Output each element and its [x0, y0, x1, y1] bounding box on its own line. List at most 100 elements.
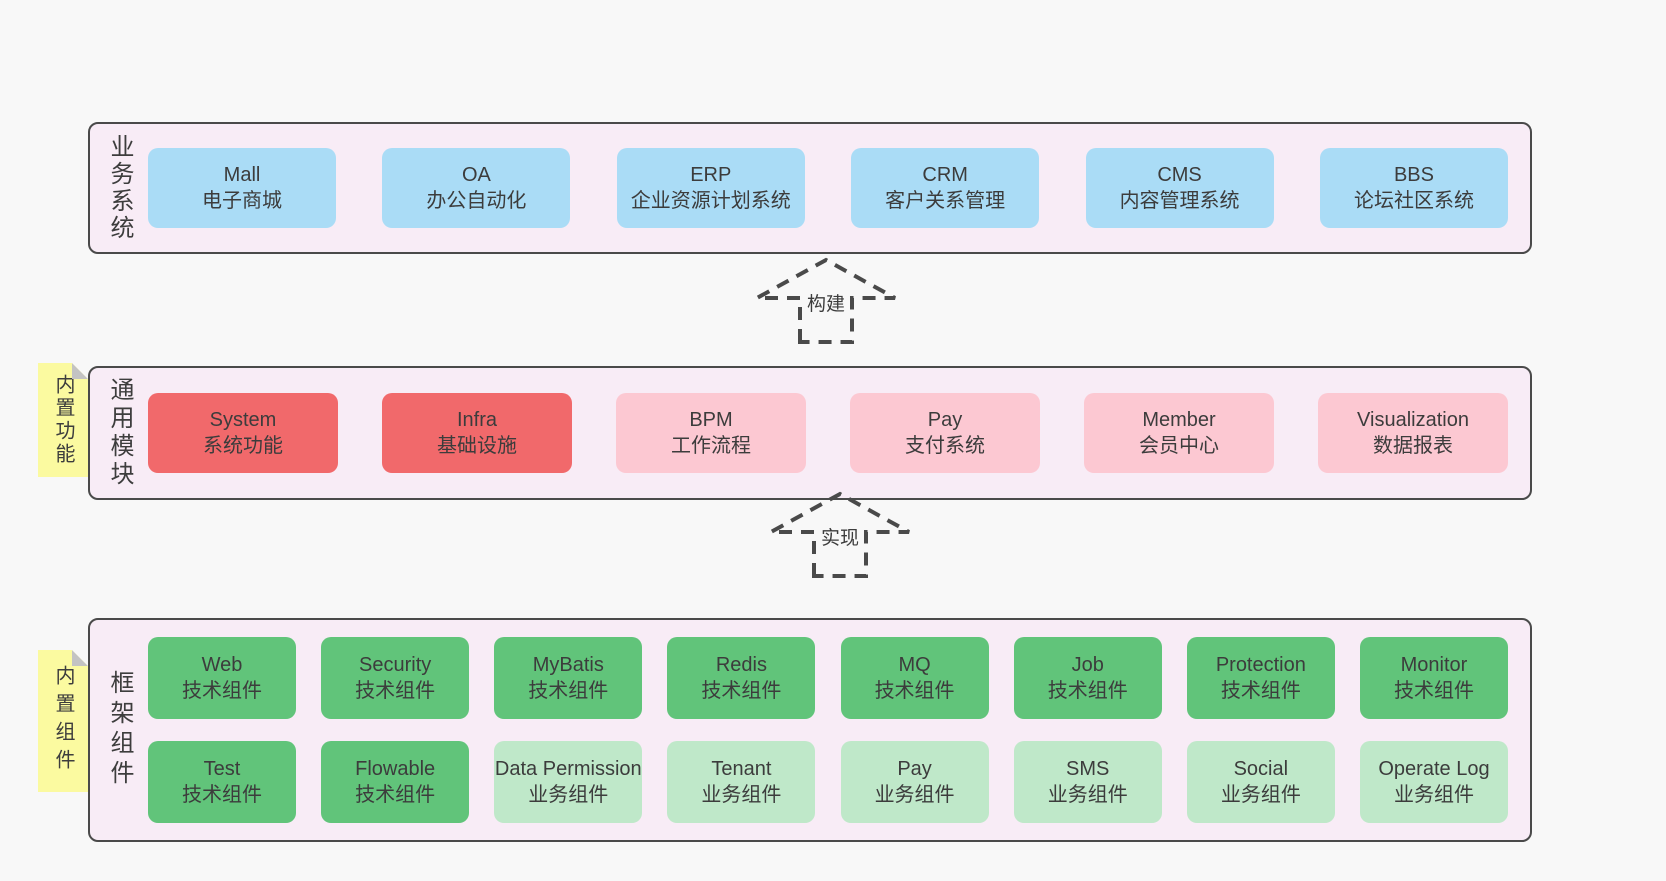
box-subtitle: 业务组件	[1047, 784, 1128, 806]
box-security: Security 技术组件	[321, 637, 470, 719]
box-subtitle: 技术组件	[182, 680, 262, 702]
box-subtitle: 业务组件	[874, 784, 955, 806]
box-title: SMS	[1066, 758, 1110, 780]
arrow-up-icon	[770, 491, 910, 578]
panel-framework-components: 框架组件 Web 技术组件 Security 技术组件 MyBatis 技术组件…	[88, 618, 1532, 842]
box-subtitle: 业务组件	[1393, 784, 1474, 806]
box-title: MyBatis	[532, 654, 604, 676]
box-title: Infra	[456, 409, 498, 431]
box-infra: Infra 基础设施	[382, 393, 572, 473]
box-subtitle: 内容管理系统	[1119, 190, 1240, 212]
box-subtitle: 业务组件	[701, 784, 782, 806]
panel-label-column: 业务系统	[90, 124, 148, 252]
framework-row-1: Web 技术组件 Security 技术组件 MyBatis 技术组件 Redi…	[148, 637, 1508, 719]
box-crm: CRM 客户关系管理	[851, 148, 1040, 228]
panel-label-column: 通用模块	[90, 368, 148, 498]
box-subtitle: 企业资源计划系统	[630, 190, 791, 212]
box-mq: MQ 技术组件	[840, 637, 989, 719]
folded-corner-icon	[72, 650, 88, 666]
box-subtitle: 办公自动化	[426, 190, 527, 212]
box-subtitle: 会员中心	[1139, 435, 1219, 457]
box-title: Protection	[1215, 654, 1306, 676]
box-title: CMS	[1157, 164, 1202, 186]
box-subtitle: 支付系统	[905, 435, 985, 457]
box-title: Test	[203, 758, 241, 780]
box-bpm: BPM 工作流程	[616, 393, 806, 473]
framework-row-2: Test 技术组件 Flowable 技术组件 Data Permission …	[148, 741, 1508, 823]
panel-label-column: 框架组件	[90, 620, 148, 840]
panel-business-systems: 业务系统 Mall 电子商城 OA 办公自动化 ERP 企业资源计划系统 CRM…	[88, 122, 1532, 254]
box-subtitle: 技术组件	[701, 680, 782, 702]
box-subtitle: 技术组件	[874, 680, 955, 702]
box-title: Tenant	[711, 758, 772, 780]
box-member: Member 会员中心	[1084, 393, 1274, 473]
box-cms: CMS 内容管理系统	[1085, 148, 1274, 228]
box-sms: SMS 业务组件	[1013, 741, 1162, 823]
box-pay: Pay 支付系统	[850, 393, 1040, 473]
folded-corner-icon	[72, 363, 88, 379]
box-title: Monitor	[1400, 654, 1468, 676]
box-title: ERP	[690, 164, 732, 186]
box-mall: Mall 电子商城	[148, 148, 336, 228]
panel-content: Web 技术组件 Security 技术组件 MyBatis 技术组件 Redi…	[148, 620, 1530, 840]
box-subtitle: 系统功能	[203, 435, 283, 457]
box-subtitle: 技术组件	[355, 680, 436, 702]
box-subtitle: 技术组件	[1047, 680, 1128, 702]
panel-title: 业务系统	[106, 134, 133, 242]
panel-common-modules: 通用模块 System 系统功能 Infra 基础设施 BPM 工作流程 Pay…	[88, 366, 1532, 500]
box-title: BBS	[1393, 164, 1434, 186]
box-protection: Protection 技术组件	[1186, 637, 1335, 719]
box-test: Test 技术组件	[148, 741, 296, 823]
box-web: Web 技术组件	[148, 637, 296, 719]
sticky-note-built-in-components: 内置组件	[38, 650, 88, 792]
box-redis: Redis 技术组件	[667, 637, 816, 719]
sticky-note-built-in-features: 内置功能	[38, 363, 88, 477]
box-subtitle: 技术组件	[528, 680, 609, 702]
arrow-implement-label: 实现	[816, 522, 864, 551]
arrow-implement: 实现	[765, 490, 915, 580]
box-subtitle: 论坛社区系统	[1353, 190, 1474, 212]
sticky-note-label: 内置功能	[52, 374, 74, 466]
box-subtitle: 技术组件	[1220, 680, 1301, 702]
box-operate-log: Operate Log 业务组件	[1359, 741, 1508, 823]
box-visualization: Visualization 数据报表	[1318, 393, 1508, 473]
box-title: BPM	[689, 409, 733, 431]
box-erp: ERP 企业资源计划系统	[616, 148, 805, 228]
box-subtitle: 客户关系管理	[885, 190, 1006, 212]
box-title: Security	[359, 654, 432, 676]
box-title: Social	[1233, 758, 1289, 780]
box-job: Job 技术组件	[1013, 637, 1162, 719]
box-subtitle: 基础设施	[437, 435, 517, 457]
box-title: Operate Log	[1378, 758, 1490, 780]
panel-title: 通用模块	[106, 377, 133, 489]
box-flowable: Flowable 技术组件	[321, 741, 470, 823]
box-title: CRM	[922, 164, 968, 186]
box-subtitle: 电子商城	[202, 190, 282, 212]
box-social: Social 业务组件	[1186, 741, 1335, 823]
box-bbs: BBS 论坛社区系统	[1319, 148, 1508, 228]
box-title: Web	[201, 654, 243, 676]
sticky-note-label: 内置组件	[52, 665, 74, 777]
panel-title: 框架组件	[106, 670, 133, 790]
arrow-build: 构建	[751, 256, 901, 346]
box-title: Mall	[223, 164, 261, 186]
box-pay-component: Pay 业务组件	[840, 741, 989, 823]
panel-content: System 系统功能 Infra 基础设施 BPM 工作流程 Pay 支付系统…	[148, 368, 1530, 498]
box-title: Job	[1071, 654, 1104, 676]
box-title: MQ	[898, 654, 931, 676]
box-title: System	[209, 409, 277, 431]
box-subtitle: 业务组件	[1220, 784, 1301, 806]
box-tenant: Tenant 业务组件	[667, 741, 816, 823]
box-title: Visualization	[1357, 409, 1469, 431]
box-title: Flowable	[355, 758, 436, 780]
box-subtitle: 技术组件	[1393, 680, 1474, 702]
box-mybatis: MyBatis 技术组件	[494, 637, 643, 719]
box-title: Redis	[715, 654, 767, 676]
box-subtitle: 数据报表	[1373, 435, 1453, 457]
box-subtitle: 业务组件	[528, 784, 609, 806]
box-title: OA	[461, 164, 491, 186]
arrow-up-icon	[756, 257, 896, 344]
arrow-build-label: 构建	[802, 288, 850, 317]
box-subtitle: 工作流程	[671, 435, 751, 457]
box-subtitle: 技术组件	[182, 784, 262, 806]
